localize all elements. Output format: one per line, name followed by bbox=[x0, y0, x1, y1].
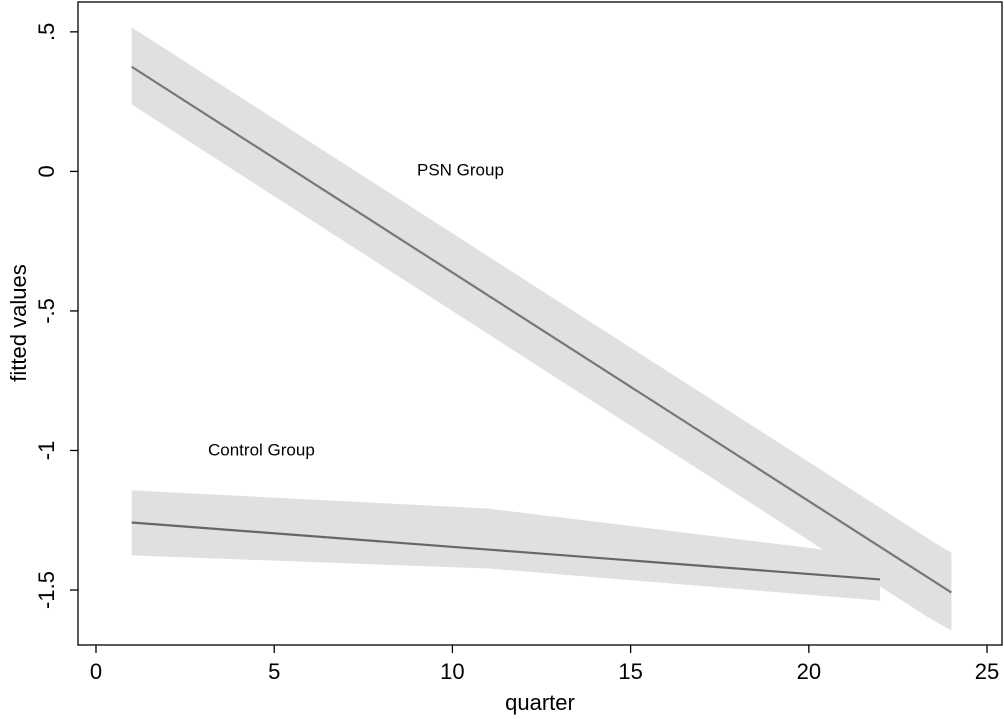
confidence-band bbox=[131, 490, 881, 601]
x-tick-label: 5 bbox=[268, 659, 280, 684]
annotation: Control Group bbox=[208, 440, 315, 459]
plot-frame bbox=[77, 1, 1003, 646]
x-tick-label: 15 bbox=[618, 659, 642, 684]
plot-layer bbox=[131, 27, 952, 631]
y-tick-label: -1 bbox=[34, 441, 59, 461]
y-axis-title: fitted values bbox=[6, 264, 31, 381]
x-tick-label: 25 bbox=[975, 659, 999, 684]
fitted-line bbox=[131, 521, 881, 581]
y-tick-label: -.5 bbox=[34, 298, 59, 324]
x-axis-title: quarter bbox=[505, 690, 575, 715]
y-tick-label: -1.5 bbox=[34, 571, 59, 609]
y-tick-label: .5 bbox=[34, 23, 59, 41]
x-tick-label: 10 bbox=[440, 659, 464, 684]
x-tick-label: 20 bbox=[797, 659, 821, 684]
x-tick-label: 0 bbox=[90, 659, 102, 684]
fitted-line bbox=[131, 65, 952, 594]
y-tick-label: 0 bbox=[34, 165, 59, 177]
annotation: PSN Group bbox=[417, 160, 504, 179]
